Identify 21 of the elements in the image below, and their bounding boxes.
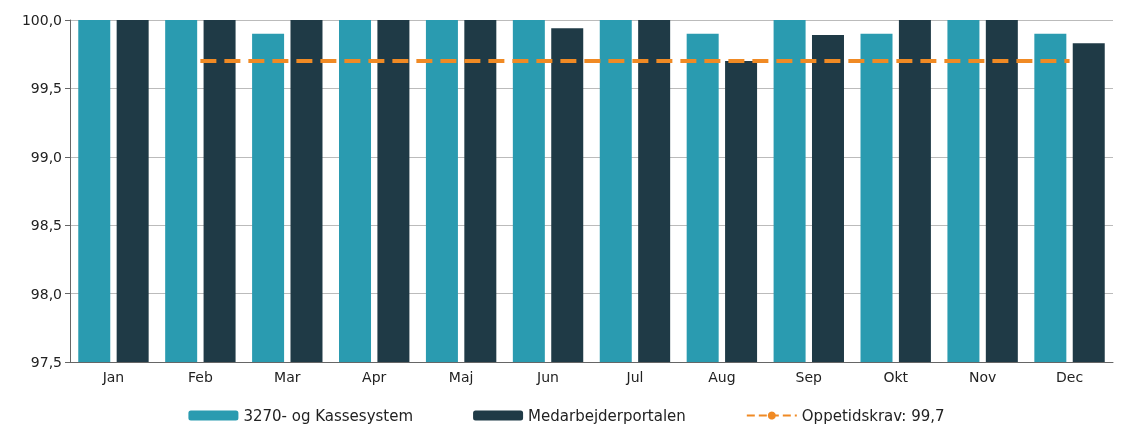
y-tick-label: 97,5 — [30, 354, 62, 370]
legend-label: 3270- og Kassesystem — [243, 406, 414, 425]
x-tick-label: Maj — [448, 369, 474, 385]
x-tick-label: Feb — [187, 369, 213, 385]
x-tick-label: Jan — [101, 369, 125, 385]
y-tick-label: 98,5 — [30, 217, 62, 234]
x-tick-label: Jun — [536, 369, 559, 385]
x-tick-label: Jul — [625, 369, 644, 385]
y-tick-label: 99,5 — [30, 80, 62, 97]
x-tick-label: Sep — [795, 369, 823, 385]
x-tick-label: Aug — [708, 369, 736, 385]
x-tick-label: Dec — [1055, 369, 1084, 385]
legend-label: Medarbejderportalen — [528, 406, 686, 425]
y-tick-label: 99,0 — [30, 148, 62, 165]
y-tick-label: 98,0 — [30, 285, 62, 302]
x-tick-label: Okt — [883, 369, 909, 385]
y-tick-label: 100,0 — [21, 12, 62, 28]
legend-label: Oppetidskrav: 99,7 — [801, 406, 945, 425]
x-tick-label: Mar — [274, 369, 301, 385]
x-tick-label: Nov — [968, 369, 997, 385]
x-tick-label: Apr — [362, 369, 387, 385]
